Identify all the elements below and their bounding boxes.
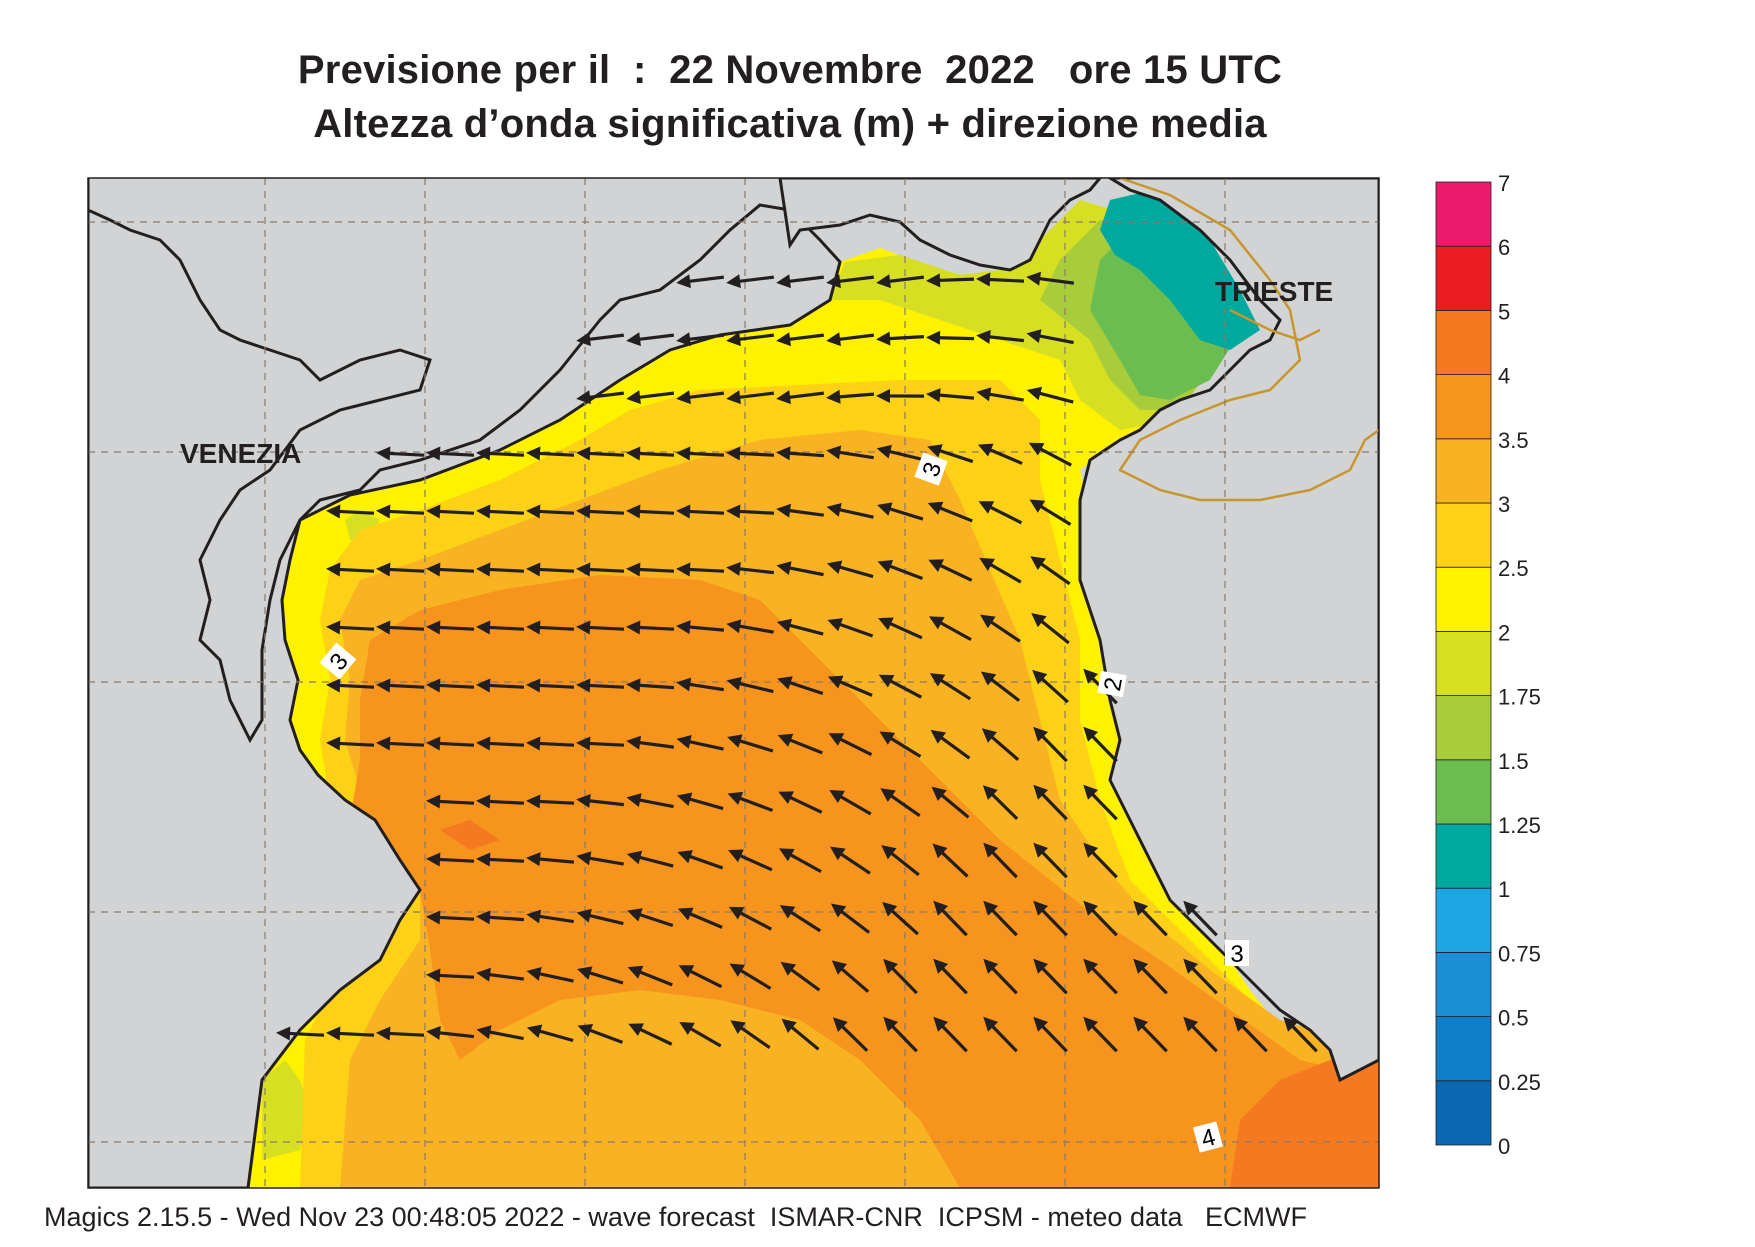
- city-label-venezia: VENEZIA: [180, 438, 301, 469]
- footer-credits: Magics 2.15.5 - Wed Nov 23 00:48:05 2022…: [44, 1202, 1307, 1233]
- colorbar-swatch: [1436, 375, 1491, 439]
- colorbar-tick-label: 6: [1498, 235, 1510, 260]
- colorbar-tick-label: 2: [1498, 620, 1510, 645]
- colorbar-swatch: [1436, 1017, 1491, 1081]
- colorbar-tick-label: 3.5: [1498, 428, 1529, 453]
- colorbar-swatch: [1436, 503, 1491, 567]
- colorbar-tick-label: 1: [1498, 877, 1510, 902]
- colorbar-tick-label: 1.25: [1498, 813, 1541, 838]
- svg-text:3: 3: [1230, 941, 1243, 968]
- colorbar-swatch: [1436, 760, 1491, 824]
- colorbar-tick-label: 1.5: [1498, 749, 1529, 774]
- colorbar-tick-label: 0.5: [1498, 1006, 1529, 1031]
- colorbar-legend: 0 0.25 0.5 0.75 1 1.25 1.5 1.75 2 2.5 3 3.5 4 5 6 7: [1436, 171, 1541, 1159]
- colorbar-tick-label: 0.75: [1498, 941, 1541, 966]
- colorbar-tick-label: 3: [1498, 492, 1510, 517]
- colorbar-tick-label: 0.25: [1498, 1070, 1541, 1095]
- contour-label: 3: [1225, 940, 1249, 968]
- colorbar-swatch: [1436, 182, 1491, 246]
- colorbar-swatch: [1436, 1081, 1491, 1145]
- colorbar-tick-label: 4: [1498, 364, 1510, 389]
- colorbar-tick-label: 1.75: [1498, 685, 1541, 710]
- colorbar-swatch: [1436, 824, 1491, 888]
- colorbar-swatch: [1436, 952, 1491, 1016]
- colorbar-tick-label: 7: [1498, 171, 1510, 196]
- city-label-trieste: TRIESTE: [1215, 276, 1333, 307]
- colorbar-tick-label: 0: [1498, 1134, 1510, 1159]
- colorbar-swatch: [1436, 439, 1491, 503]
- colorbar-swatch: [1436, 888, 1491, 952]
- map-area: 3 3 2 3 4 VENEZIA TRIESTE: [88, 178, 1379, 1188]
- contour-label: 2: [1097, 671, 1128, 697]
- colorbar-tick-label: 5: [1498, 299, 1510, 324]
- colorbar-swatch: [1436, 310, 1491, 374]
- colorbar-swatch: [1436, 246, 1491, 310]
- colorbar-swatch: [1436, 631, 1491, 695]
- colorbar-swatch: [1436, 567, 1491, 631]
- colorbar-swatch: [1436, 696, 1491, 760]
- colorbar-tick-label: 2.5: [1498, 556, 1529, 581]
